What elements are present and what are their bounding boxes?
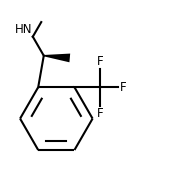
Text: F: F: [96, 55, 103, 68]
Text: F: F: [120, 81, 126, 94]
Text: F: F: [96, 107, 103, 120]
Text: HN: HN: [14, 23, 32, 36]
Polygon shape: [44, 54, 70, 62]
